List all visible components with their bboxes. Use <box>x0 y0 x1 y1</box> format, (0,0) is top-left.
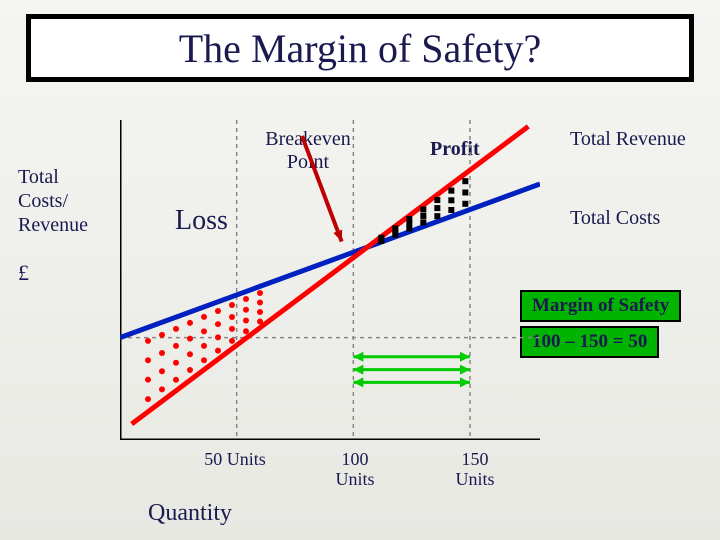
mos-calc-callout: 100 – 150 = 50 <box>520 326 659 358</box>
margin-of-safety-callout: Margin of Safety <box>520 290 681 322</box>
total-costs-label: Total Costs <box>570 207 670 230</box>
total-revenue-label: Total Revenue <box>570 128 690 151</box>
page-title: The Margin of Safety? <box>179 25 541 72</box>
breakeven-chart <box>120 120 540 440</box>
y-axis-label: Total Costs/ Revenue <box>18 165 113 237</box>
x-tick-50: 50 Units <box>200 450 270 470</box>
title-box: The Margin of Safety? <box>26 14 694 82</box>
x-tick-150: 150 Units <box>440 450 510 490</box>
x-tick-100: 100 Units <box>320 450 390 490</box>
x-axis-label: Quantity <box>148 500 232 527</box>
currency-symbol: £ <box>18 260 29 286</box>
chart-svg <box>120 120 540 440</box>
